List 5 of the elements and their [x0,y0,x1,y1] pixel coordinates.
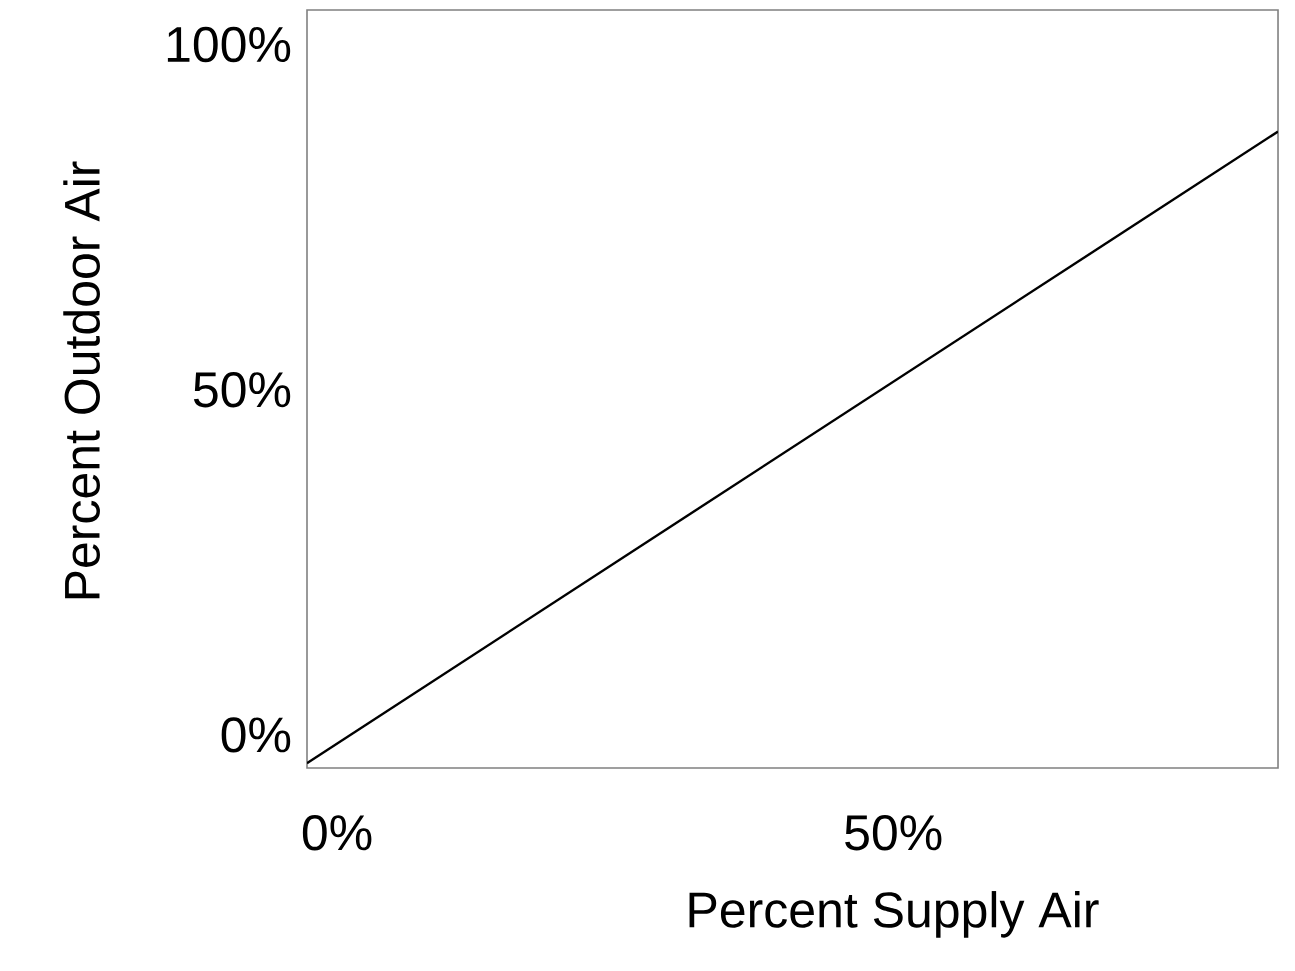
y-tick-label: 100% [167,26,291,63]
x-axis-title: Percent Supply Air [689,891,1099,938]
y-axis-title: Percent Outdoor Air [63,161,100,599]
y-tick-label: 0% [221,717,291,753]
y-tick-label: 50% [193,371,291,408]
